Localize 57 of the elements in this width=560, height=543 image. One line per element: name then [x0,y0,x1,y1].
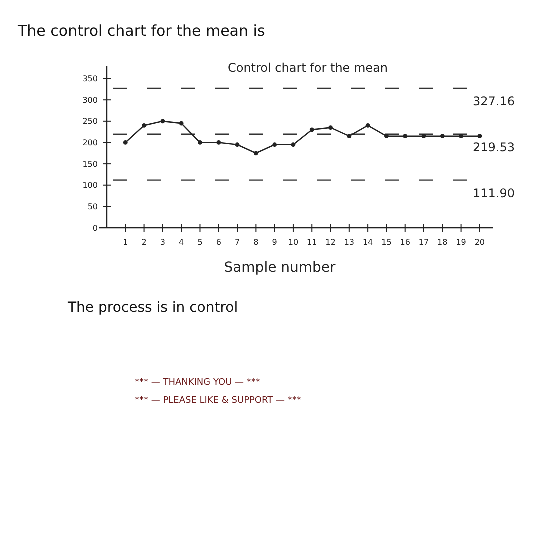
x-tick-label: 10 [288,238,299,247]
x-tick-label: 11 [307,238,318,247]
y-tick-label: 50 [88,202,98,212]
x-axis-title: Sample number [224,260,336,276]
x-tick-label: 14 [362,238,374,247]
x-tick-label: 12 [326,238,336,247]
y-tick-label: 0 [92,224,98,233]
x-tick-label: 17 [418,238,430,247]
x-tick-label: 5 [198,238,203,247]
y-tick-label: 200 [82,138,98,148]
x-tick-label: 2 [142,238,147,247]
point [328,126,333,130]
point [216,140,222,145]
point [366,123,370,128]
text: The control chart for the mean is [17,22,266,40]
point [478,134,482,139]
y-tick-label: 100 [82,181,98,190]
x-tick-label: 20 [474,238,486,247]
y-tick-label: 250 [82,117,98,126]
point [123,140,128,145]
ref-line-label: 111.90 [473,186,515,200]
x-tick-label: 7 [234,238,240,247]
text: *** — THANKING YOU — *** [135,378,261,388]
ref-line-label: 219.53 [473,140,515,154]
x-tick-label: 16 [400,238,410,247]
y-tick-label: 350 [82,74,98,84]
x-tick-label: 13 [344,238,355,247]
point [440,134,445,139]
x-tick-label: 3 [160,238,166,247]
text: *** — PLEASE LIKE & SUPPORT — *** [135,396,302,406]
chart-title: Control chart for the mean [228,61,388,75]
x-tick-label: 18 [438,238,448,247]
point [310,128,314,132]
point [179,121,184,126]
point [254,151,258,156]
point [384,134,389,139]
x-tick-label: 8 [254,238,259,247]
x-tick-label: 9 [272,238,278,247]
point [459,134,464,139]
point [403,134,408,139]
point [272,142,278,148]
point [142,123,146,128]
y-tick-label: 300 [82,96,98,105]
x-tick-label: 4 [179,238,184,247]
x-tick-label: 19 [456,238,466,247]
point [347,134,352,139]
point [235,142,240,148]
point [291,142,296,148]
point [198,140,202,145]
ref-line-label: 327.16 [473,94,515,109]
point [160,119,166,124]
point [422,134,426,139]
x-tick-label: 15 [382,238,392,247]
x-tick-label: 6 [216,238,222,247]
text: The process is in control [67,300,238,316]
y-tick-label: 150 [82,160,98,169]
x-tick-label: 1 [123,238,128,247]
